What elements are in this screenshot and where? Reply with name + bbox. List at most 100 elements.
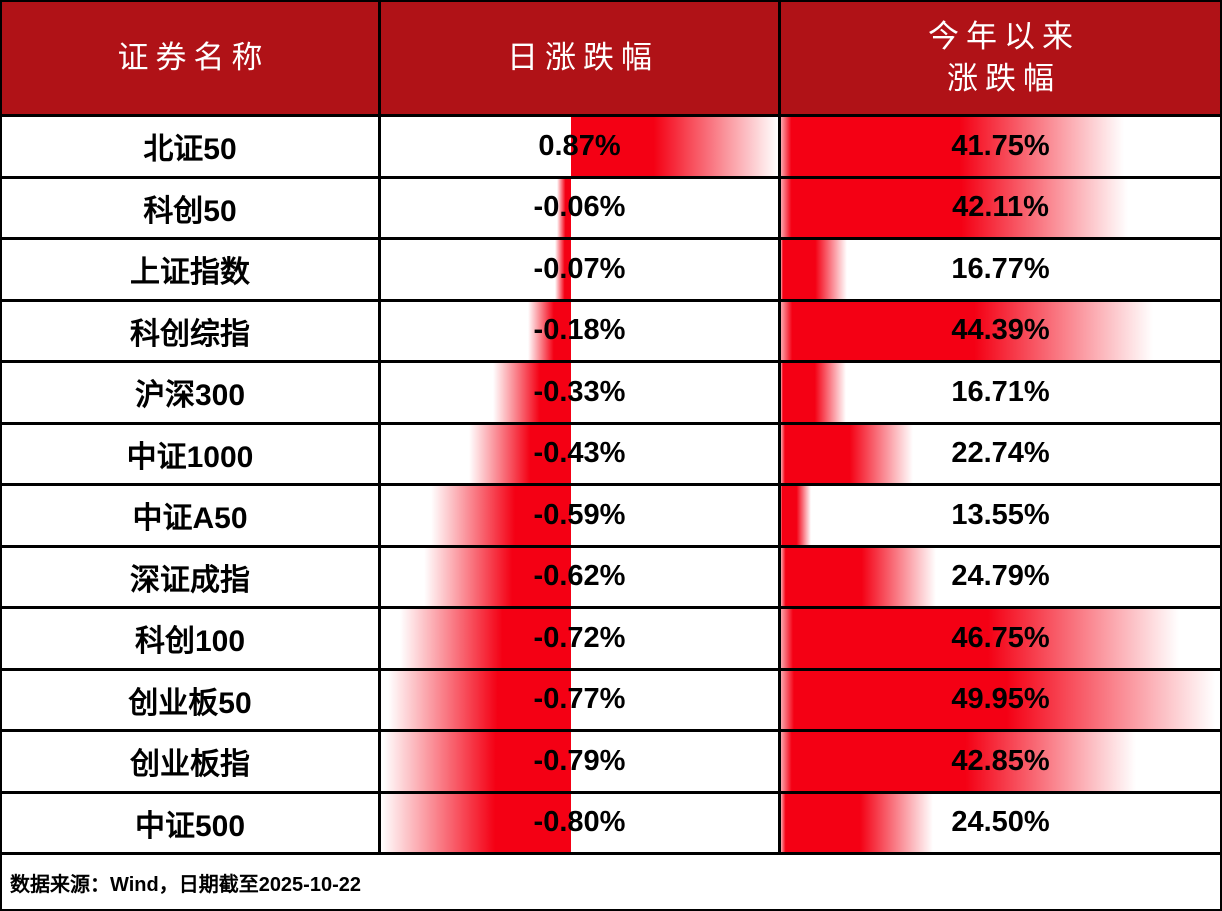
ytd-change-value: 42.11% [952,191,1049,224]
table-body: 北证50 0.87% 41.75% 科创50 -0.06% 42.11% 上证指数 -0.07… [2,117,1220,855]
index-name-cell: 沪深300 [2,363,381,422]
index-name-cell: 中证1000 [2,424,381,483]
table-row: 科创50 -0.06% 42.11% [2,178,1220,240]
index-name: 中证1000 [126,440,254,474]
daily-change-cell: -0.18% [381,301,781,360]
ytd-change-cell: 24.79% [781,547,1220,606]
daily-change-value: -0.43% [533,437,626,470]
ytd-change-value: 24.79% [951,560,1050,593]
daily-change-cell: -0.33% [381,363,781,422]
index-name: 中证500 [134,809,246,843]
index-name-cell: 创业板50 [2,670,381,729]
ytd-change-value: 24.50% [951,806,1050,839]
index-name-cell: 北证50 [2,117,381,176]
table-row: 北证50 0.87% 41.75% [2,117,1220,179]
index-name-cell: 创业板指 [2,732,381,791]
index-name-cell: 科创综指 [2,301,381,360]
index-name: 创业板指 [130,748,250,782]
header-ytd-change-label-line2: 涨跌幅 [947,61,1061,96]
ytd-change-value: 41.75% [951,129,1050,162]
table-row: 科创100 -0.72% 46.75% [2,609,1220,671]
daily-change-value: -0.72% [533,621,626,654]
index-name: 科创综指 [130,317,250,351]
daily-change-value: -0.06% [533,191,626,224]
table-row: 深证成指 -0.62% 24.79% [2,547,1220,609]
index-name: 中证A50 [132,502,248,536]
header-security-name: 证券名称 [2,2,381,114]
index-name: 科创100 [134,625,246,659]
ytd-change-cell: 44.39% [781,301,1220,360]
ytd-change-bar [781,793,933,852]
table-row: 中证A50 -0.59% 13.55% [2,486,1220,548]
header-ytd-change-label-line1: 今年以来 [928,19,1080,55]
ytd-change-cell: 16.77% [781,240,1220,299]
index-name: 创业板50 [128,686,252,720]
table-row: 科创综指 -0.18% 44.39% [2,301,1220,363]
daily-change-cell: -0.72% [381,609,781,668]
ytd-change-value: 49.95% [951,683,1050,716]
daily-change-value: -0.77% [533,683,626,716]
daily-change-cell: -0.79% [381,732,781,791]
index-name-cell: 中证A50 [2,486,381,545]
index-name-cell: 中证500 [2,793,381,852]
table-row: 中证1000 -0.43% 22.74% [2,424,1220,486]
table-row: 中证500 -0.80% 24.50% [2,793,1220,855]
daily-change-value: -0.80% [533,806,626,839]
table-row: 创业板指 -0.79% 42.85% [2,732,1220,794]
daily-change-value: -0.33% [533,375,626,408]
ytd-change-cell: 22.74% [781,424,1220,483]
ytd-change-value: 16.71% [951,375,1050,408]
daily-change-value: -0.18% [533,314,626,347]
daily-change-cell: -0.80% [381,793,781,852]
table-row: 创业板50 -0.77% 49.95% [2,670,1220,732]
ytd-change-value: 46.75% [951,621,1050,654]
table-row: 上证指数 -0.07% 16.77% [2,240,1220,302]
ytd-change-bar [781,240,847,299]
table-header-row: 证券名称 日涨跌幅 今年以来 涨跌幅 [2,2,1220,117]
ytd-change-value: 44.39% [951,314,1050,347]
ytd-change-cell: 16.71% [781,363,1220,422]
index-name: 沪深300 [134,379,246,413]
index-name-cell: 深证成指 [2,547,381,606]
ytd-change-cell: 42.11% [781,178,1220,237]
index-name: 上证指数 [130,256,250,290]
table-row: 沪深300 -0.33% 16.71% [2,363,1220,425]
daily-change-value: -0.62% [533,560,626,593]
ytd-change-bar [781,547,936,606]
daily-change-value: -0.07% [533,252,626,285]
daily-change-cell: -0.62% [381,547,781,606]
daily-change-cell: -0.06% [381,178,781,237]
ytd-change-value: 42.85% [951,744,1050,777]
ytd-change-cell: 46.75% [781,609,1220,668]
index-name-cell: 科创100 [2,609,381,668]
daily-change-cell: -0.07% [381,240,781,299]
index-name-cell: 科创50 [2,178,381,237]
index-name: 科创50 [143,194,237,228]
ytd-change-bar [781,424,913,483]
ytd-change-cell: 41.75% [781,117,1220,176]
ytd-change-value: 13.55% [951,498,1050,531]
header-ytd-change: 今年以来 涨跌幅 [781,2,1220,114]
ytd-change-cell: 24.50% [781,793,1220,852]
index-name: 北证50 [143,133,237,167]
ytd-change-bar [781,363,847,422]
table-footer: 数据来源：Wind，日期截至2025-10-22 [2,855,1220,909]
daily-change-value: -0.79% [533,744,626,777]
ytd-change-cell: 42.85% [781,732,1220,791]
ytd-change-bar [781,486,811,545]
ytd-change-cell: 13.55% [781,486,1220,545]
daily-change-cell: -0.43% [381,424,781,483]
index-name: 深证成指 [130,563,250,597]
daily-change-cell: 0.87% [381,117,781,176]
index-name-cell: 上证指数 [2,240,381,299]
daily-change-cell: -0.59% [381,486,781,545]
data-source-note: 数据来源：Wind，日期截至2025-10-22 [10,873,361,896]
header-security-name-label: 证券名称 [117,40,270,76]
ytd-change-value: 22.74% [951,437,1050,470]
daily-change-cell: -0.77% [381,670,781,729]
header-daily-change-label: 日涨跌幅 [507,40,659,76]
daily-change-value: 0.87% [538,129,621,162]
header-daily-change: 日涨跌幅 [381,2,781,114]
ytd-change-cell: 49.95% [781,670,1220,729]
